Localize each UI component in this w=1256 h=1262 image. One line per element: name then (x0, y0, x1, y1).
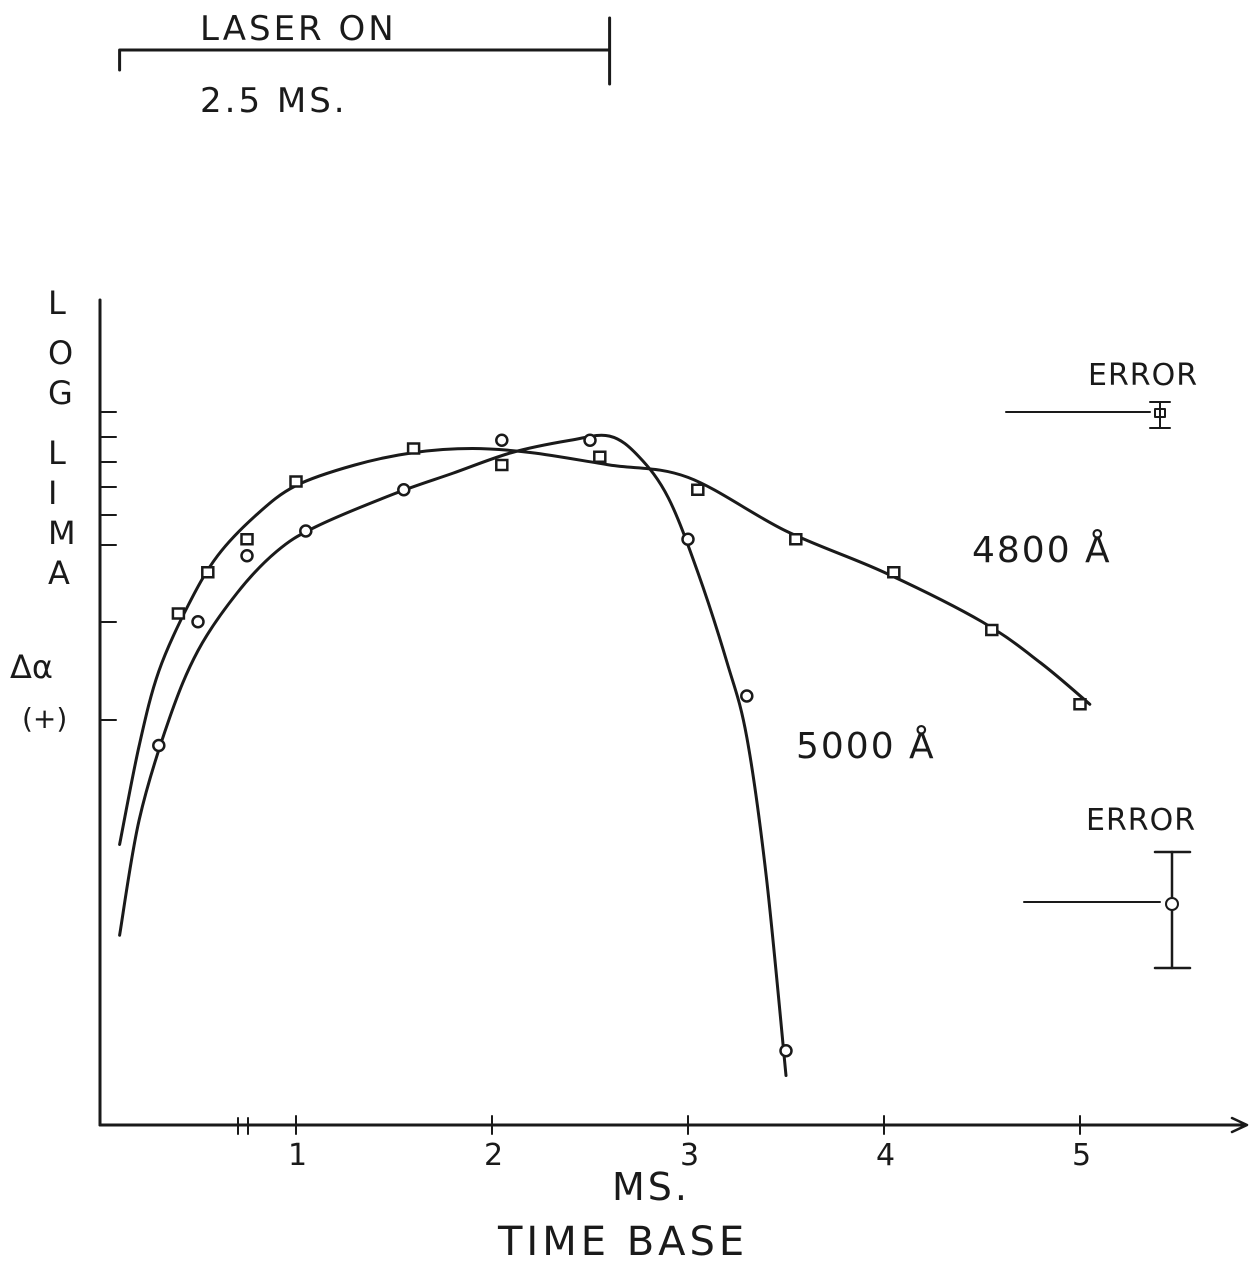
data-point-square (789, 533, 803, 546)
data-point-square (691, 483, 705, 496)
series-line-4800 (118, 447, 1092, 846)
data-point-circle (583, 433, 597, 447)
error-marker-square (1154, 408, 1166, 418)
x-ticks: 1 2 3 4 5 (288, 1115, 1091, 1173)
laser-label: LASER ON (200, 9, 397, 49)
y-axis-label-letter: M (48, 514, 76, 552)
data-point-circle (779, 1044, 793, 1058)
y-axis-label-letter: I (48, 474, 57, 512)
data-point-circle (681, 532, 695, 546)
error-label: ERROR (1086, 803, 1196, 838)
error-legend-circle: ERROR (1023, 803, 1196, 970)
laser-bracket: LASER ON 2.5 MS. (118, 9, 612, 121)
data-point-square (985, 623, 999, 637)
x-tick-label: 2 (484, 1138, 503, 1173)
data-point-square (406, 442, 421, 455)
y-axis-label-letter: O (48, 334, 73, 372)
error-marker-circle (1165, 897, 1179, 911)
data-point-circle (397, 483, 411, 497)
data-point-circle (240, 549, 254, 563)
x-tick-label: 4 (876, 1138, 895, 1173)
data-point-circle (152, 738, 166, 753)
x-axis-label: TIME BASE (497, 1219, 748, 1262)
laser-bracket-line (118, 16, 612, 86)
data-point-square (593, 450, 607, 463)
series (118, 433, 1092, 1077)
y-axis-label-letter: A (48, 554, 70, 592)
data-point-square (240, 533, 254, 546)
data-point-circle (191, 615, 205, 629)
data-point-circle (299, 524, 313, 538)
series-label-5000: 5000 Å (796, 724, 936, 767)
error-label: ERROR (1088, 358, 1198, 393)
data-point-circle (740, 689, 754, 703)
y-ticks (99, 411, 117, 721)
x-tick-label: 1 (288, 1138, 307, 1173)
data-point-square (495, 458, 509, 472)
data-point-square (887, 566, 901, 579)
laser-duration-label: 2.5 MS. (200, 81, 348, 121)
series-label-4800: 4800 Å (972, 528, 1112, 571)
data-point-square (201, 566, 215, 579)
x-tick-label: 5 (1072, 1138, 1091, 1173)
data-point-square (289, 475, 303, 488)
data-point-square (1073, 698, 1087, 711)
x-unit-label: MS. (612, 1165, 690, 1209)
y-axis-label-letter: L (48, 284, 66, 322)
y-axis-label-letter: G (48, 374, 73, 412)
data-point-square (171, 607, 186, 620)
y-axis-label-sign: (+) (22, 702, 67, 735)
x-axis-arrow (1230, 1116, 1249, 1134)
y-axis-label-delta-alpha: Δα (10, 648, 53, 686)
x-tick-label: 3 (680, 1138, 699, 1173)
error-legend-square: ERROR (1005, 358, 1198, 429)
y-axis-label-letter: L (48, 434, 66, 472)
data-point-circle (495, 433, 509, 447)
series-line-5000 (118, 433, 788, 1077)
